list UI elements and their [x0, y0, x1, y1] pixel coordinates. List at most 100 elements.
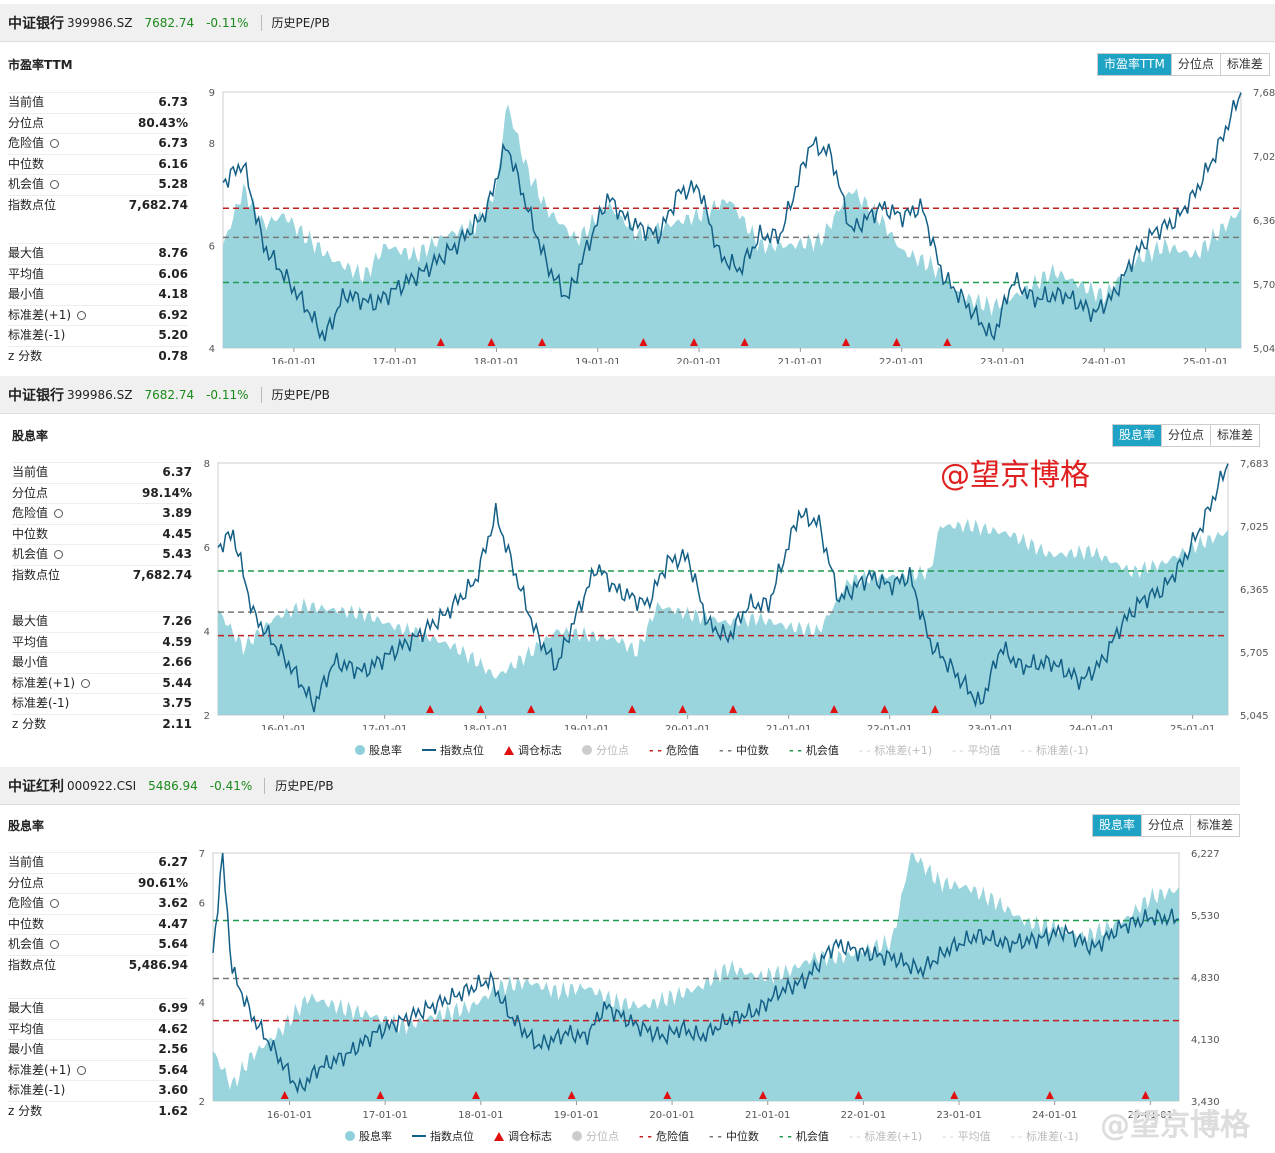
gear-icon[interactable] [50, 940, 60, 950]
rebalance-marker[interactable] [931, 705, 940, 713]
rebalance-marker[interactable] [678, 705, 687, 713]
gear-icon[interactable] [54, 550, 64, 560]
rebalance-marker[interactable] [950, 1091, 959, 1099]
legend-rebalance[interactable]: 调仓标志 [494, 1128, 552, 1144]
legend-std-plus[interactable]: - - 标准差(+1) [848, 1129, 923, 1144]
legend-label: 平均值 [967, 744, 1001, 757]
gear-icon[interactable] [54, 509, 64, 519]
rebalance-marker[interactable] [376, 1091, 385, 1099]
legend-percentile[interactable]: 分位点 [582, 742, 629, 758]
metric-title: 市盈率TTM [8, 58, 73, 72]
tab-percentile[interactable]: 分位点 [1170, 54, 1220, 75]
gear-icon[interactable] [50, 180, 60, 190]
legend-dividend[interactable]: 股息率 [345, 1128, 392, 1144]
rebalance-marker[interactable] [436, 338, 445, 346]
rebalance-marker[interactable] [830, 705, 839, 713]
legend-index[interactable]: 指数点位 [412, 1128, 474, 1144]
index-name[interactable]: 中证银行 [8, 15, 64, 32]
rebalance-marker[interactable] [487, 338, 496, 346]
rebalance-marker[interactable] [758, 1091, 767, 1099]
stat-label: 危险值 [8, 134, 60, 154]
legend-label: 机会值 [805, 744, 839, 757]
index-code: 399986.SZ [67, 15, 133, 30]
rebalance-marker[interactable] [1141, 1091, 1150, 1099]
stat-label: 最大值 [8, 1001, 45, 1015]
stat-value: 6.73 [158, 95, 188, 109]
legend-percentile[interactable]: 分位点 [572, 1128, 619, 1144]
gear-icon[interactable] [50, 139, 60, 149]
rebalance-marker[interactable] [663, 1091, 672, 1099]
tab-stddev[interactable]: 标准差 [1190, 815, 1239, 836]
stat-row: 平均值 4.59 [12, 631, 192, 653]
y-right-tick: 6,365 [1253, 216, 1275, 227]
rebalance-marker[interactable] [527, 705, 536, 713]
y-left-tick: 2 [204, 711, 210, 722]
stat-row: z 分数 0.78 [8, 345, 188, 367]
rebalance-marker[interactable] [729, 705, 738, 713]
stats-table-extremes: 最大值 6.99 平均值 4.62 最小值 2.56 标准差(+1) 5.64 标准差(-1) 3… [8, 998, 188, 1122]
rebalance-marker[interactable] [841, 338, 850, 346]
rebalance-marker[interactable] [880, 705, 889, 713]
stat-value: 98.14% [142, 485, 192, 500]
legend-dividend[interactable]: 股息率 [355, 742, 402, 758]
legend-chance[interactable]: - - 机会值 [778, 1129, 829, 1144]
gear-icon[interactable] [81, 678, 91, 688]
index-name[interactable]: 中证银行 [8, 387, 64, 404]
stat-value: 7,682.74 [132, 567, 192, 582]
tab-stddev[interactable]: 标准差 [1210, 425, 1259, 446]
x-tick-label: 19-01-01 [554, 1110, 599, 1120]
chart-legend: 股息率 指数点位 调仓标志 分位点 - - 危险值 - - 中位数 - - 机会值 - - 标准差(+… [355, 742, 1089, 758]
stat-label: 标准差(+1) [8, 306, 87, 326]
rebalance-marker[interactable] [892, 338, 901, 346]
legend-index[interactable]: 指数点位 [422, 742, 484, 758]
legend-std-minus[interactable]: - - 标准差(-1) [1010, 1129, 1079, 1144]
history-link[interactable]: 历史PE/PB [275, 779, 334, 793]
tab-metric[interactable]: 股息率 [1093, 815, 1142, 836]
rebalance-marker[interactable] [639, 338, 648, 346]
rebalance-marker[interactable] [690, 338, 699, 346]
rebalance-marker[interactable] [854, 1091, 863, 1099]
tab-metric[interactable]: 股息率 [1113, 425, 1162, 446]
gear-icon[interactable] [50, 899, 60, 909]
legend-mean[interactable]: - - 平均值 [952, 743, 1001, 758]
stat-label: 分位点 [8, 875, 45, 890]
rebalance-marker[interactable] [943, 338, 952, 346]
dividend-yield-chart-2: 7 6 4 2 6,227 5,530 4,830 4,130 3,430 16-01-01 17-… [199, 849, 1220, 1120]
legend-median[interactable]: - - 中位数 [718, 743, 769, 758]
rebalance-marker[interactable] [567, 1091, 576, 1099]
y-right-tick: 5,705 [1240, 648, 1269, 659]
stat-row: 中位数 6.16 [8, 153, 188, 175]
stat-row: 平均值 4.62 [8, 1018, 188, 1040]
stat-value: 3.75 [162, 696, 192, 711]
legend-rebalance[interactable]: 调仓标志 [504, 742, 562, 758]
stat-row: 机会值 5.43 [12, 544, 192, 565]
legend-danger[interactable]: - - 危险值 [639, 1129, 689, 1144]
rebalance-marker[interactable] [472, 1091, 481, 1099]
gear-icon[interactable] [77, 1065, 87, 1075]
tab-metric[interactable]: 市盈率TTM [1098, 54, 1171, 75]
legend-danger[interactable]: - - 危险值 [649, 743, 699, 758]
rebalance-marker[interactable] [280, 1091, 289, 1099]
tab-percentile[interactable]: 分位点 [1161, 425, 1210, 446]
rebalance-marker[interactable] [1045, 1091, 1054, 1099]
y-left-tick: 8 [204, 459, 210, 470]
legend-median[interactable]: - - 中位数 [708, 1129, 759, 1144]
rebalance-marker[interactable] [628, 705, 637, 713]
legend-chance[interactable]: - - 机会值 [788, 743, 839, 758]
rebalance-marker[interactable] [740, 338, 749, 346]
tab-percentile[interactable]: 分位点 [1141, 815, 1190, 836]
legend-std-minus[interactable]: - - 标准差(-1) [1020, 743, 1089, 758]
history-link[interactable]: 历史PE/PB [271, 388, 330, 402]
history-link[interactable]: 历史PE/PB [271, 16, 330, 30]
legend-mean[interactable]: - - 平均值 [942, 1129, 991, 1144]
tab-stddev[interactable]: 标准差 [1219, 54, 1269, 75]
index-name[interactable]: 中证红利 [8, 778, 64, 795]
rebalance-marker[interactable] [426, 705, 435, 713]
legend-std-plus[interactable]: - - 标准差(+1) [858, 743, 933, 758]
rebalance-marker[interactable] [476, 705, 485, 713]
rebalance-marker[interactable] [538, 338, 547, 346]
y-right-tick: 5,705 [1253, 280, 1275, 291]
gear-icon[interactable] [77, 310, 87, 320]
stat-row: 指数点位 5,486.94 [8, 954, 188, 976]
stat-row: z 分数 2.11 [12, 713, 192, 735]
